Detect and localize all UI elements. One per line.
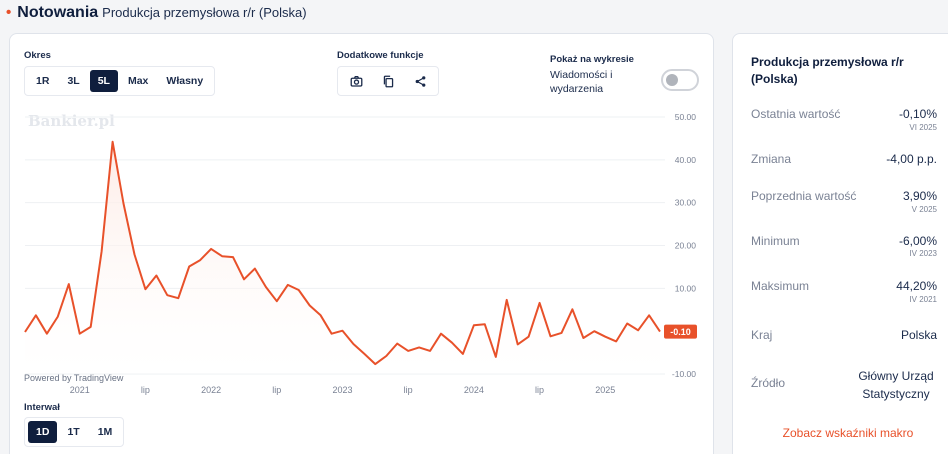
macro-indicators-link[interactable]: Zobacz wskaźniki makro <box>782 426 914 440</box>
news-toggle-line-1: Wiadomości i <box>550 69 613 81</box>
x-tick-label: lip <box>141 385 150 395</box>
x-tick-label: 2025 <box>595 385 615 395</box>
x-tick-label: 2021 <box>70 385 90 395</box>
powered-by-text: Powered by TradingView <box>24 373 124 383</box>
extra-functions-label: Dodatkowe funkcje <box>337 50 424 61</box>
camera-icon[interactable] <box>341 70 371 92</box>
watermark: Bankier.pl <box>28 112 115 130</box>
copy-icon[interactable] <box>373 70 403 92</box>
minimum-date: IV 2023 <box>909 249 937 258</box>
interval-selector: 1D 1T 1M <box>24 417 125 447</box>
y-tick-label: -10.00 <box>672 369 696 379</box>
change-label: Zmiana <box>751 152 792 166</box>
series-line <box>24 140 661 366</box>
interval-1d-button[interactable]: 1D <box>28 421 58 443</box>
x-tick-label: 2024 <box>464 385 484 395</box>
period-1r-button[interactable]: 1R <box>36 75 50 87</box>
y-tick-label: 20.00 <box>675 241 697 251</box>
period-3l-button[interactable]: 3L <box>67 75 80 87</box>
last-value-badge-text: -0.10 <box>670 327 691 337</box>
country-value: Polska <box>900 328 937 342</box>
period-custom-button[interactable]: Własny <box>166 75 204 87</box>
indicator-title: Produkcja przemysłowa r/r (Polska) <box>751 55 904 86</box>
y-tick-label: 40.00 <box>675 155 697 165</box>
bullet-icon: • <box>6 4 12 21</box>
interval-1m-button[interactable]: 1M <box>97 426 113 438</box>
page-title: • Notowania Produkcja przemysłowa r/r (P… <box>6 4 307 22</box>
extra-functions-group <box>337 66 439 96</box>
chart-panel: Okres 1R 3L 5L Max Własny Dodatkowe funk… <box>9 33 714 454</box>
x-tick-label: 2023 <box>332 385 352 395</box>
interval-label: Interwał <box>24 402 60 413</box>
country-label: Kraj <box>751 328 773 342</box>
maximum-label: Maksimum <box>751 279 810 293</box>
last-value-badge <box>664 324 697 339</box>
source-label: Źródło <box>751 376 786 390</box>
source-value: Główny Urząd Statystyczny <box>858 369 934 401</box>
y-tick-label: 10.00 <box>675 283 697 293</box>
chart-area: Bankier.pl 50.00 40.00 30.00 20.00 10.00 -10.… <box>24 112 697 395</box>
previous-value-date: V 2025 <box>911 205 937 214</box>
news-events-toggle[interactable] <box>661 69 699 91</box>
y-tick-label: 50.00 <box>675 112 697 122</box>
news-toggle-label: Wiadomości i wydarzenia <box>550 68 612 96</box>
news-toggle-line-2: wydarzenia <box>550 83 604 95</box>
period-label: Okres <box>24 50 51 61</box>
last-value-date: VI 2025 <box>909 123 937 132</box>
previous-value: 3,90% <box>902 189 937 203</box>
y-tick-label: 30.00 <box>675 198 697 208</box>
x-tick-label: lip <box>272 385 281 395</box>
share-icon[interactable] <box>405 70 435 92</box>
section-subtitle: Produkcja przemysłowa r/r (Polska) <box>102 5 307 20</box>
last-value: -0,10% <box>898 107 937 121</box>
minimum-label: Minimum <box>751 234 800 248</box>
toggle-knob <box>666 74 678 86</box>
section-title: Notowania <box>17 4 99 21</box>
minimum-value: -6,00% <box>898 234 937 248</box>
change-value: -4,00 p.p. <box>886 152 937 166</box>
maximum-value: 44,20% <box>896 279 937 293</box>
last-value-label: Ostatnia wartość <box>751 107 841 121</box>
x-tick-label: 2022 <box>201 385 221 395</box>
indicator-summary-panel: Produkcja przemysłowa r/r (Polska) Ostat… <box>732 33 948 454</box>
x-tick-label: lip <box>404 385 413 395</box>
previous-value-label: Poprzednia wartość <box>751 189 857 203</box>
period-selector: 1R 3L 5L Max Własny <box>24 66 216 96</box>
period-max-button[interactable]: Max <box>127 75 149 87</box>
series-area <box>25 141 660 374</box>
x-tick-label: lip <box>535 385 544 395</box>
interval-1t-button[interactable]: 1T <box>67 426 80 438</box>
period-5l-button[interactable]: 5L <box>89 70 118 92</box>
show-on-chart-label: Pokaż na wykresie <box>550 54 634 65</box>
maximum-date: IV 2021 <box>909 295 937 304</box>
